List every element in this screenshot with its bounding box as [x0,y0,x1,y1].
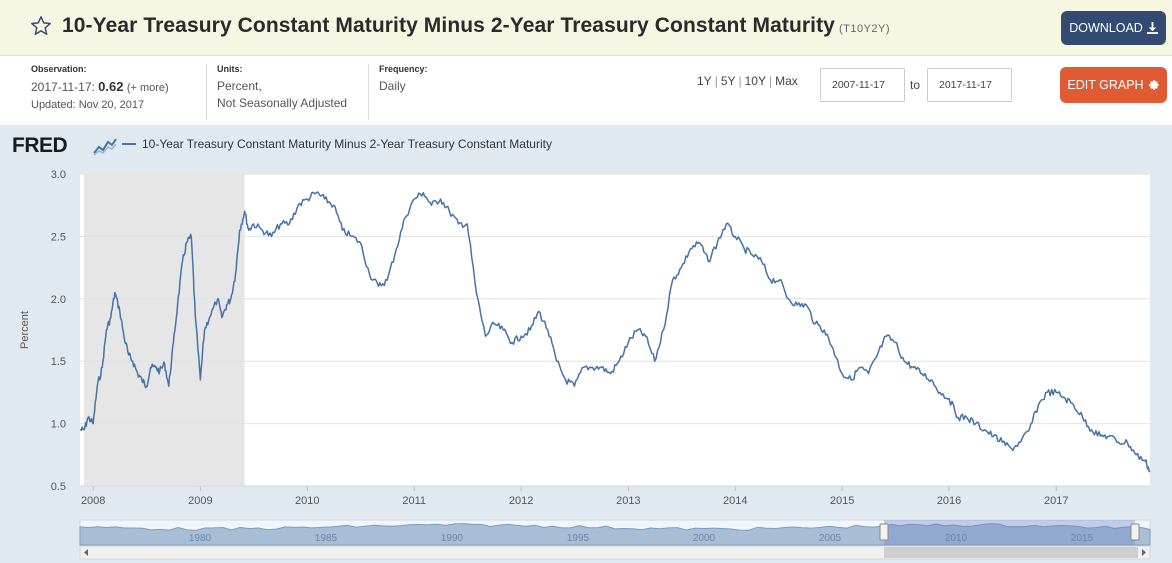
navigator-selection [884,520,1135,545]
fred-logo: FRED [12,134,68,157]
navigator-label: 2000 [693,533,716,544]
y-tick-label: 2.0 [51,294,66,306]
units-value-2: Not Seasonally Adjusted [217,96,348,110]
star-icon[interactable] [30,15,52,37]
frequency-block: Frequency: Daily [368,64,428,120]
observation-value: 0.62 [98,79,124,94]
chart-legend: 10-Year Treasury Constant Maturity Minus… [122,137,552,151]
units-label: Units: [217,64,243,74]
navigator-handle[interactable] [1130,523,1140,541]
y-tick-label: 1.5 [51,356,66,368]
units-block: Units: Percent, Not Seasonally Adjusted [206,64,347,120]
x-tick-label: 2009 [188,495,212,507]
series-id: (T10Y2Y) [838,23,891,35]
range-links: 1Y | 5Y | 10Y | Max [697,74,798,88]
units-value-1: Percent, [217,79,262,93]
observation-line: 2017-11-17: 0.62 (+ more) [31,78,169,97]
navigator-label: 2005 [819,533,842,544]
frequency-label: Frequency: [379,64,428,74]
y-tick-label: 0.5 [51,481,66,493]
legend-label: 10-Year Treasury Constant Maturity Minus… [142,137,552,151]
navigator-label: 2010 [945,533,968,544]
x-tick-label: 2012 [509,495,533,507]
download-icon [1146,22,1158,34]
frequency-value: Daily [379,79,406,93]
observation-block: Observation: 2017-11-17: 0.62 (+ more) U… [31,64,169,113]
range-max[interactable]: Max [775,74,798,88]
more-observations-link[interactable]: (+ more) [126,82,169,94]
scrollbar-thumb[interactable] [884,547,1138,558]
navigator-handle[interactable] [879,523,889,541]
x-tick-label: 2010 [295,495,319,507]
start-date-input[interactable] [820,68,905,102]
navigator-label: 2015 [1071,533,1094,544]
navigator-label: 1980 [189,533,212,544]
edit-graph-button[interactable]: EDIT GRAPH [1060,67,1167,103]
x-tick-label: 2008 [81,495,105,507]
scrollbar-track [79,545,1151,560]
download-label: DOWNLOAD [1069,21,1143,35]
series-line [79,191,1151,473]
to-label: to [910,78,921,92]
edit-graph-label: EDIT GRAPH [1067,78,1144,92]
range-10y[interactable]: 10Y [744,74,766,88]
y-tick-label: 2.5 [51,231,66,243]
y-axis-label: Percent [19,311,31,349]
navigator-label: 1990 [441,533,464,544]
x-tick-label: 2015 [830,495,854,507]
logo-graph-icon [93,136,117,156]
range-1y[interactable]: 1Y [697,74,712,88]
scroll-right-icon[interactable] [1142,549,1146,556]
meta-row: Observation: 2017-11-17: 0.62 (+ more) U… [0,57,1172,125]
recession-shading [84,174,245,486]
y-tick-label: 3.0 [51,169,66,181]
gear-icon [1148,80,1159,90]
navigator-label: 1995 [567,533,590,544]
download-button[interactable]: DOWNLOAD [1061,11,1166,45]
x-tick-label: 2016 [937,495,961,507]
x-tick-label: 2011 [402,495,426,507]
legend-swatch [122,143,136,145]
observation-label: Observation: [31,64,87,74]
updated-date: Updated: Nov 20, 2017 [31,99,145,111]
range-5y[interactable]: 5Y [720,74,736,88]
scroll-left-icon[interactable] [84,549,88,556]
y-tick-label: 1.0 [51,419,66,431]
series-title: 10-Year Treasury Constant Maturity Minus… [62,14,890,38]
title-bar: 10-Year Treasury Constant Maturity Minus… [0,0,1172,56]
x-tick-label: 2017 [1044,495,1068,507]
navigator-label: 1985 [315,533,338,544]
end-date-input[interactable] [927,68,1012,102]
x-tick-label: 2014 [723,495,747,507]
observation-date: 2017-11-17: [31,80,95,94]
series-title-text: 10-Year Treasury Constant Maturity Minus… [62,14,835,37]
x-tick-label: 2013 [616,495,640,507]
